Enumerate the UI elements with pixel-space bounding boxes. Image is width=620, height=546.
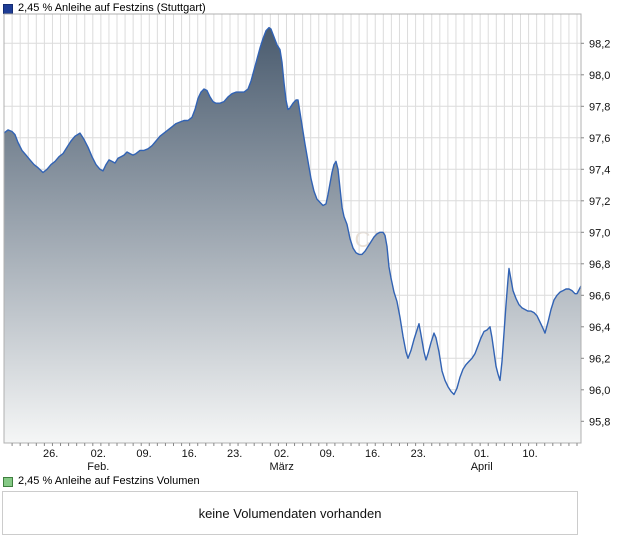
volume-legend: 2,45 % Anleihe auf Festzins Volumen bbox=[3, 476, 200, 487]
svg-text:23.: 23. bbox=[227, 448, 242, 460]
svg-text:96,8: 96,8 bbox=[589, 259, 610, 271]
tick-marks bbox=[11, 42, 584, 446]
svg-text:96,6: 96,6 bbox=[589, 290, 610, 302]
volume-empty-message: keine Volumendaten vorhanden bbox=[198, 505, 382, 521]
svg-text:Feb.: Feb. bbox=[87, 461, 109, 472]
svg-text:16.: 16. bbox=[182, 448, 197, 460]
svg-text:10.: 10. bbox=[522, 448, 537, 460]
svg-text:97,6: 97,6 bbox=[589, 133, 610, 145]
y-axis-labels: 98,2 98,0 97,8 97,6 97,4 97,2 97,0 96,8 96,6 96,4… bbox=[589, 38, 610, 428]
svg-text:98,0: 98,0 bbox=[589, 70, 610, 82]
price-legend: 2,45 % Anleihe auf Festzins (Stuttgart) bbox=[3, 3, 206, 14]
svg-text:09.: 09. bbox=[136, 448, 151, 460]
volume-empty-box: keine Volumendaten vorhanden bbox=[2, 491, 578, 535]
svg-text:96,4: 96,4 bbox=[589, 322, 610, 334]
price-area bbox=[4, 27, 581, 443]
svg-text:März: März bbox=[269, 461, 293, 472]
svg-text:97,2: 97,2 bbox=[589, 196, 610, 208]
svg-text:97,0: 97,0 bbox=[589, 227, 610, 239]
volume-legend-swatch-icon bbox=[3, 476, 13, 487]
svg-text:16.: 16. bbox=[365, 448, 380, 460]
svg-text:26.: 26. bbox=[43, 448, 58, 460]
plot-border bbox=[3, 13, 582, 444]
svg-text:02.: 02. bbox=[274, 448, 289, 460]
svg-text:95,8: 95,8 bbox=[589, 416, 610, 428]
price-legend-swatch-icon bbox=[3, 3, 13, 14]
svg-text:97,8: 97,8 bbox=[589, 101, 610, 113]
svg-text:01.: 01. bbox=[474, 448, 489, 460]
price-legend-label: 2,45 % Anleihe auf Festzins (Stuttgart) bbox=[18, 2, 206, 14]
svg-text:96,2: 96,2 bbox=[589, 353, 610, 365]
volume-legend-label: 2,45 % Anleihe auf Festzins Volumen bbox=[18, 475, 200, 487]
svg-text:96,0: 96,0 bbox=[589, 385, 610, 397]
svg-text:98,2: 98,2 bbox=[589, 38, 610, 50]
price-chart-svg: SCK98,298,097,897,697,497,297,096,896,69… bbox=[3, 13, 610, 472]
price-line bbox=[3, 26, 582, 396]
svg-text:April: April bbox=[471, 461, 493, 472]
svg-text:02.: 02. bbox=[91, 448, 106, 460]
svg-text:97,4: 97,4 bbox=[589, 164, 610, 176]
svg-text:23.: 23. bbox=[411, 448, 426, 460]
svg-text:09.: 09. bbox=[320, 448, 335, 460]
